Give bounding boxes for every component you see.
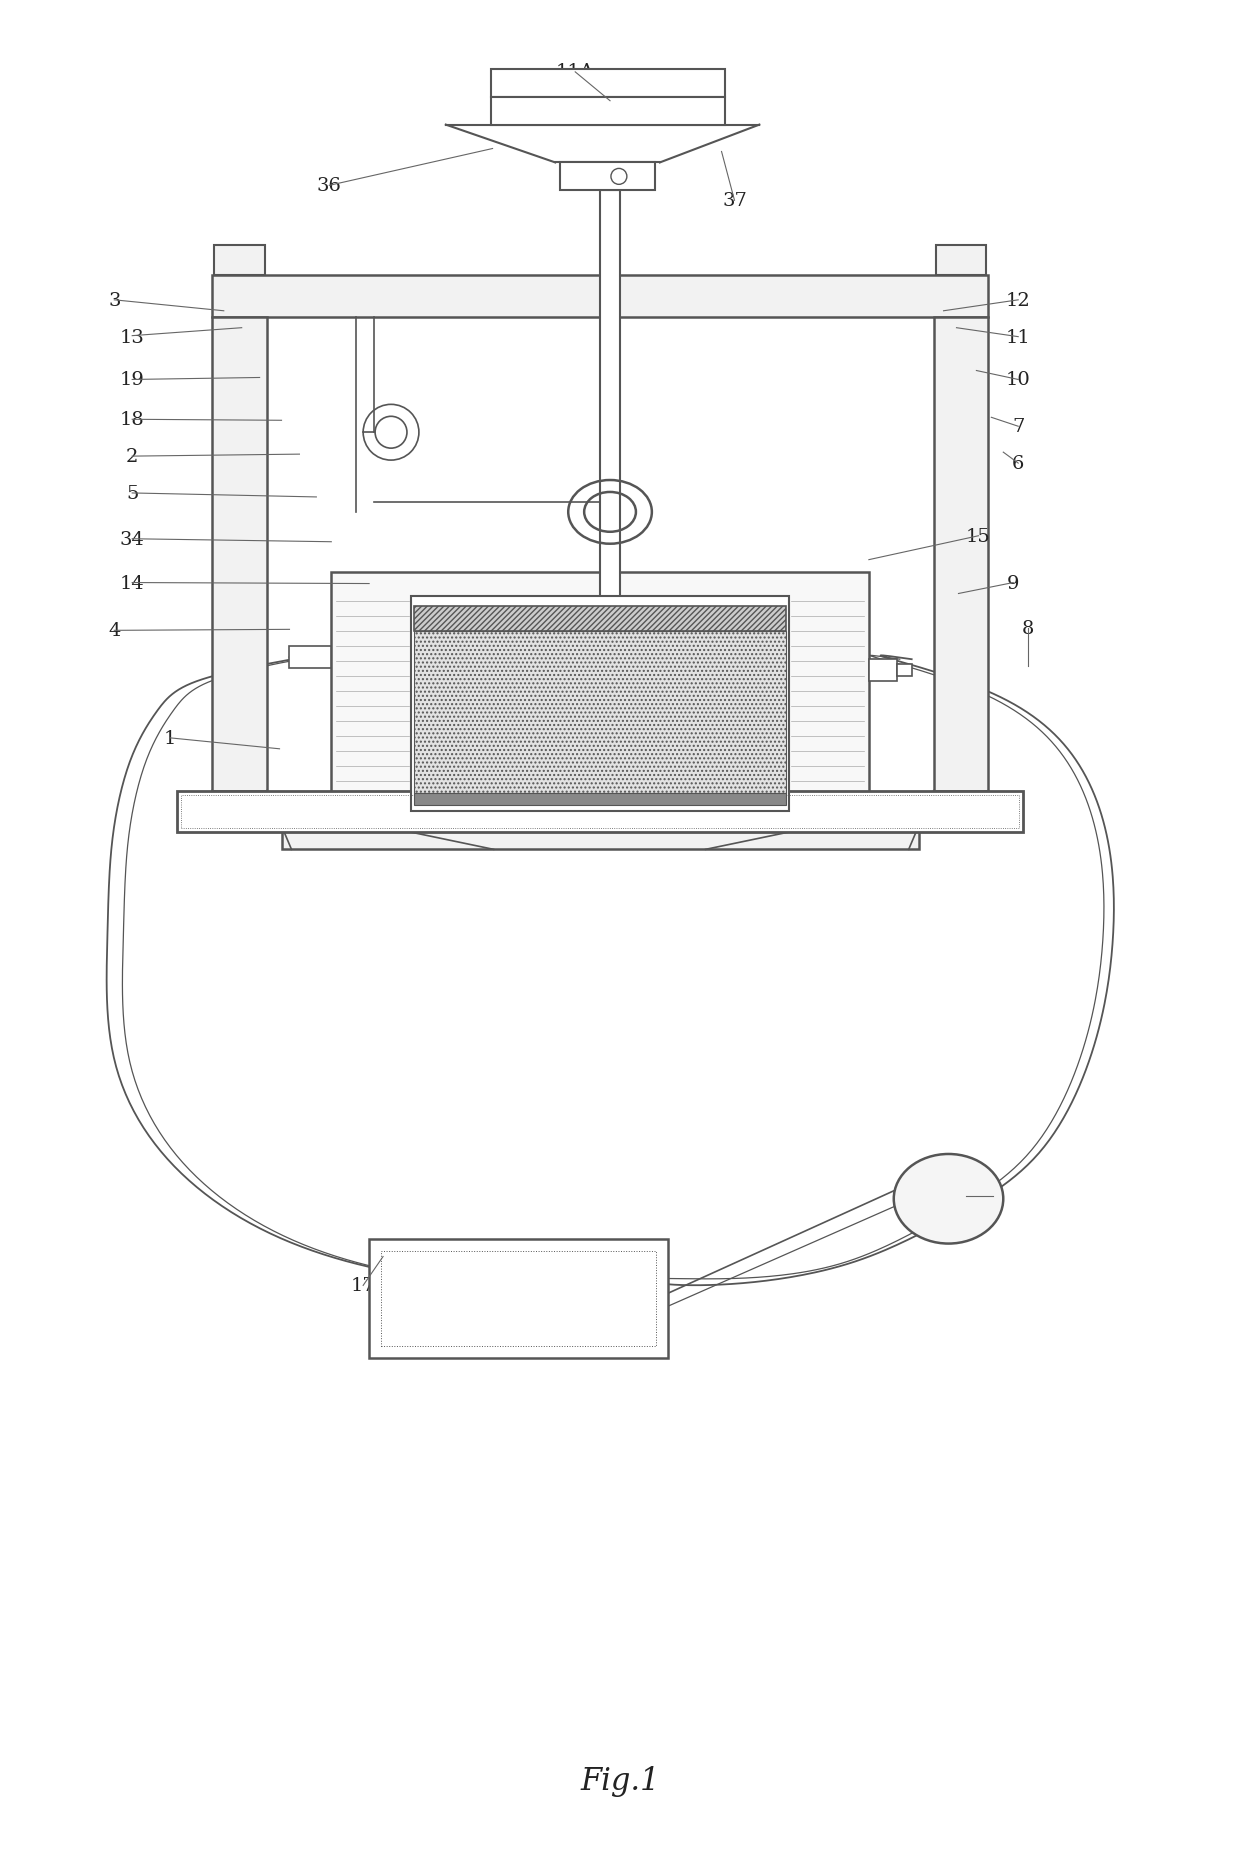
Text: 4: 4 <box>108 623 120 641</box>
Text: 11: 11 <box>1006 328 1030 347</box>
Text: 9: 9 <box>1007 574 1019 593</box>
Bar <box>600 191 620 641</box>
Text: 16: 16 <box>954 1188 978 1206</box>
Bar <box>370 1238 668 1358</box>
Text: 7: 7 <box>1012 419 1024 435</box>
Ellipse shape <box>894 1154 1003 1243</box>
Bar <box>213 245 264 274</box>
Bar <box>897 663 911 676</box>
Bar <box>560 163 655 191</box>
Bar <box>181 795 1019 828</box>
Bar <box>410 597 789 810</box>
Bar <box>177 791 1023 832</box>
Bar <box>289 647 331 669</box>
Bar <box>381 1251 656 1345</box>
Bar <box>414 793 786 804</box>
Text: 10: 10 <box>1006 371 1030 389</box>
Bar <box>414 606 786 632</box>
Bar <box>869 660 897 682</box>
Text: G: G <box>596 70 618 95</box>
Text: G: G <box>596 98 618 122</box>
Text: 34: 34 <box>120 530 145 548</box>
Text: 5: 5 <box>126 485 139 502</box>
Circle shape <box>611 169 627 183</box>
Bar <box>414 632 786 793</box>
Text: 15: 15 <box>966 528 991 547</box>
Text: 2: 2 <box>126 448 139 467</box>
Text: 8: 8 <box>1022 621 1034 637</box>
Bar <box>491 96 724 124</box>
Bar <box>935 245 986 274</box>
Text: 36: 36 <box>317 178 342 195</box>
Text: 18: 18 <box>120 411 145 430</box>
Text: 37: 37 <box>722 193 746 209</box>
Text: 6: 6 <box>1012 456 1024 473</box>
Bar <box>212 274 988 317</box>
Text: 19: 19 <box>120 371 145 389</box>
Text: 3: 3 <box>108 291 120 309</box>
Bar <box>212 317 267 791</box>
Text: 1: 1 <box>164 730 176 749</box>
Text: 14: 14 <box>120 574 145 593</box>
Bar <box>331 571 869 825</box>
Text: 12: 12 <box>1006 291 1030 309</box>
Text: 11A: 11A <box>556 63 595 82</box>
Bar <box>934 317 988 791</box>
Bar <box>491 69 724 96</box>
Text: Fig.1: Fig.1 <box>580 1766 660 1797</box>
Bar <box>281 825 919 849</box>
Text: 17: 17 <box>351 1277 376 1295</box>
Text: 13: 13 <box>120 328 145 347</box>
